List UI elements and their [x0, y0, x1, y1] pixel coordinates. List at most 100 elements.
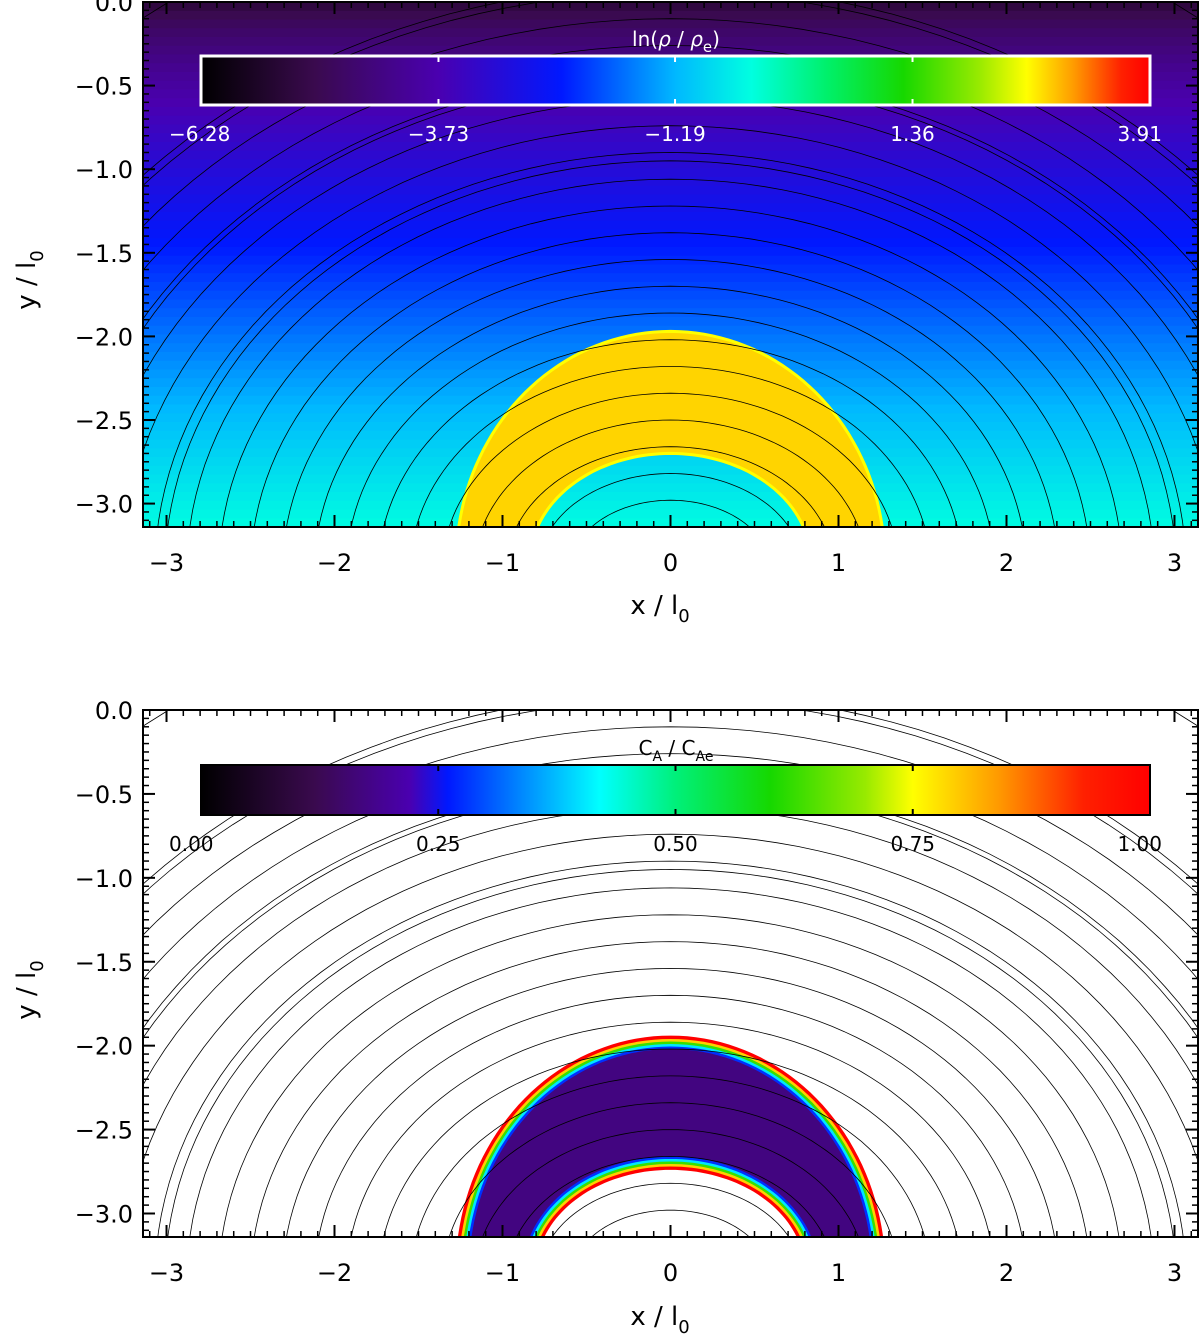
colorbar-title: CA / CAe: [639, 736, 714, 765]
field-line: [286, 968, 1055, 1237]
density-band: [143, 107, 1198, 117]
density-band: [143, 115, 1198, 126]
field-line: [516, 446, 825, 527]
field-line: [551, 1182, 790, 1237]
density-band: [143, 483, 1198, 493]
field-line: [143, 726, 1198, 936]
x-tick-labels: −3 −2 −1 0 1 2 3: [149, 549, 1182, 577]
y-tick-label: 0.0: [95, 0, 133, 17]
density-band: [143, 212, 1198, 222]
x-tick-label: 3: [1167, 1259, 1182, 1287]
density-band: [143, 229, 1198, 239]
density-band: [143, 220, 1198, 231]
colorbar-gradient: [199, 54, 1152, 107]
field-line: [286, 259, 1055, 527]
field-line: [253, 941, 1088, 1237]
y-tick-label: −1.0: [75, 156, 133, 184]
density-band: [143, 203, 1198, 213]
x-tick-label: 2: [999, 1259, 1014, 1287]
field-line: [415, 366, 926, 527]
density-band: [143, 19, 1198, 29]
density-band: [143, 492, 1198, 502]
field-line: [143, 18, 1198, 227]
colorbar-tick-label: 0.75: [890, 832, 935, 856]
density-band: [143, 142, 1198, 152]
density-band: [143, 474, 1198, 484]
x-tick-label: 3: [1167, 549, 1182, 577]
field-line: [157, 152, 1184, 527]
field-line: [350, 312, 991, 527]
density-band: [143, 317, 1198, 327]
x-tick-label: 0: [663, 549, 678, 577]
colorbar-tick-label: 3.91: [1117, 122, 1162, 146]
density-field: [143, 2, 1198, 527]
y-tick-label: −0.5: [75, 781, 133, 809]
field-line: [482, 419, 859, 527]
density-band: [143, 457, 1198, 467]
field-line: [143, 833, 1198, 1163]
density-band: [143, 10, 1198, 21]
field-line: [383, 339, 958, 527]
y-axis-label: y / l0: [12, 960, 48, 1019]
y-tick-label: −1.5: [75, 949, 133, 977]
density-band: [143, 238, 1198, 248]
density-band: [143, 177, 1198, 187]
colorbar: −6.28 −3.73 −1.19 1.36 3.91 ln(ρ / ρe): [169, 27, 1162, 146]
y-tick-label: −2.5: [75, 407, 133, 435]
y-tick-label: −2.5: [75, 1117, 133, 1145]
colorbar-tick-label: −1.19: [644, 122, 705, 146]
dense-loop: [457, 329, 884, 527]
colorbar-gradient: [200, 764, 1151, 816]
density-band: [143, 185, 1198, 196]
density-panel: −6.28 −3.73 −1.19 1.36 3.91 ln(ρ / ρe) −3 −2−…: [12, 0, 1199, 627]
x-tick-label: 2: [999, 549, 1014, 577]
field-line: [590, 1209, 751, 1237]
field-line: [189, 887, 1152, 1237]
field-line: [516, 1155, 825, 1237]
field-line: [253, 232, 1088, 527]
y-tick-label: 0.0: [95, 697, 133, 725]
loop-interior: [471, 1049, 870, 1237]
colorbar-tick-label: 0.50: [653, 832, 698, 856]
y-tick-labels: 0.0 −0.5 −1.0 −1.5 −2.0 −2.5 −3.0: [75, 0, 133, 519]
x-tick-label: −2: [317, 1259, 352, 1287]
colorbar-tick-label: −6.28: [169, 122, 230, 146]
y-tick-label: −1.5: [75, 240, 133, 268]
density-band: [143, 500, 1198, 511]
field-line: [383, 1048, 958, 1237]
x-tick-label: 1: [831, 549, 846, 577]
density-band: [143, 255, 1198, 266]
field-line: [221, 914, 1120, 1237]
density-band: [143, 28, 1198, 38]
density-band: [143, 264, 1198, 274]
x-axis-label: x / l0: [630, 591, 689, 627]
field-line: [189, 178, 1152, 527]
y-tick-label: −2.0: [75, 323, 133, 351]
colorbar-tick-label: −3.73: [408, 122, 469, 146]
x-tick-label: −1: [485, 549, 520, 577]
x-tick-label: −3: [149, 1259, 184, 1287]
x-axis-label: x / l0: [630, 1302, 689, 1335]
x-tick-label: −2: [317, 549, 352, 577]
y-tick-label: −1.0: [75, 865, 133, 893]
colorbar-tick-label: 0.25: [416, 832, 461, 856]
field-line: [143, 45, 1198, 271]
field-line: [143, 125, 1198, 453]
density-band: [143, 509, 1198, 519]
x-tick-label: 1: [831, 1259, 846, 1287]
colorbar-ticks: −6.28 −3.73 −1.19 1.36 3.91: [169, 56, 1162, 146]
field-line: [167, 868, 1174, 1237]
colorbar-title: ln(ρ / ρe): [632, 27, 720, 56]
x-tick-labels: −3 −2 −1 0 1 2 3: [149, 1259, 1182, 1287]
y-tick-label: −3.0: [75, 1201, 133, 1229]
density-band: [143, 133, 1198, 143]
minor-ticks: [143, 1, 1198, 527]
field-line: [143, 753, 1198, 980]
minor-ticks: [143, 709, 1198, 1237]
density-band: [143, 45, 1198, 56]
density-band: [143, 37, 1198, 47]
density-band: [143, 282, 1198, 292]
density-band: [143, 247, 1198, 257]
field-line: [482, 1129, 859, 1237]
x-tick-label: −3: [149, 549, 184, 577]
